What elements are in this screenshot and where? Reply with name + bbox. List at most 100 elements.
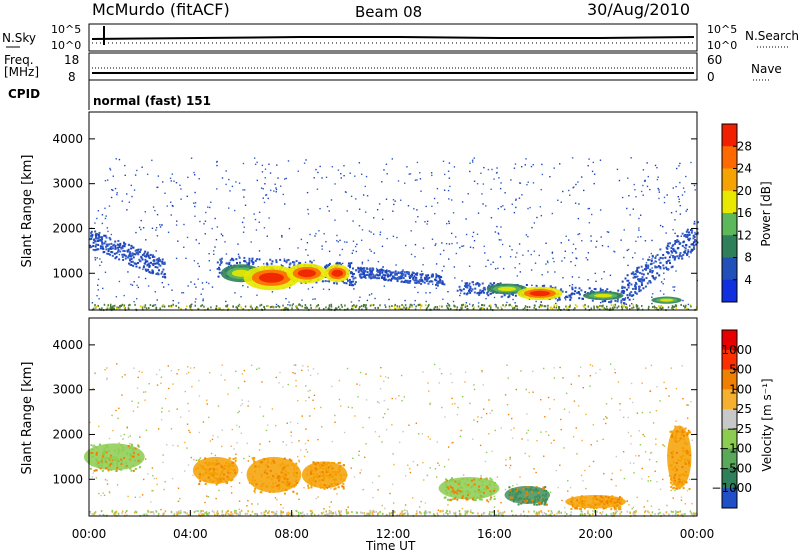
power-band-point [94,245,97,248]
power-scatter-point [159,226,162,228]
power-ground-point [623,304,626,307]
velocity-echo-point [103,449,106,452]
power-band-point [134,262,137,265]
velocity-scatter-point [581,439,583,442]
velocity-echo-point [334,487,337,490]
power-band-point [295,259,298,262]
power-band-point [481,282,484,285]
velocity-ground-point [280,511,282,514]
velocity-echo-point [517,503,520,506]
power-scatter-point [447,302,449,305]
power-band-point [554,286,557,289]
velocity-echo-point [255,483,258,486]
power-scatter-point [498,239,501,241]
power-scatter-point [339,239,341,242]
power-scatter-point [577,233,579,236]
velocity-ground-point [560,511,562,514]
velocity-scatter-point [309,374,312,377]
velocity-echo-point [321,474,324,477]
velocity-scatter-point [305,428,307,430]
velocity-colorbar-segment [722,488,737,509]
power-scatter-point [263,263,265,265]
power-band-point [635,283,638,286]
velocity-scatter-point [158,369,161,371]
power-band-point [95,243,98,246]
power-scatter-point [99,258,101,260]
power-band-point [131,260,134,263]
velocity-scatter-point [211,438,214,441]
velocity-echo-point [319,466,322,469]
power-band-point [137,251,140,254]
velocity-echo-point [545,493,548,496]
power-band-point [418,279,421,282]
power-band-point [650,259,653,262]
velocity-scatter-point [550,442,553,444]
power-band-point [435,276,438,279]
power-band-point [661,257,664,260]
velocity-scatter-point [243,457,245,460]
velocity-ground-point [545,513,547,516]
power-ground-point [524,305,527,308]
power-ground-point [111,307,114,310]
velocity-scatter-point [589,375,592,377]
power-ground-point [565,305,567,308]
power-ground-point [196,307,199,310]
power-band-point [628,282,631,285]
velocity-echo-point [278,485,281,488]
velocity-echo-point [93,444,96,447]
power-scatter-point [242,189,244,191]
power-band-point [654,266,657,269]
power-scatter-point [392,235,395,238]
velocity-echo-point [616,504,619,507]
power-band-point [410,275,413,278]
power-band-point [411,271,414,274]
power-band-point [321,280,324,283]
power-band-point [591,299,594,302]
velocity-echo-point [100,457,103,460]
velocity-scatter-point [358,454,360,456]
power-ground-point [159,307,161,310]
velocity-echo-point [324,484,327,487]
power-band-point [426,278,429,281]
velocity-echo-point [471,485,474,488]
velocity-echo-point [680,483,683,486]
velocity-scatter-point [543,367,545,370]
power-scatter-point [560,201,562,203]
velocity-scatter-point [127,436,130,438]
velocity-echo-point [131,455,134,458]
power-band-point [156,266,159,269]
power-scatter-point [216,226,219,228]
power-scatter-point [256,294,258,296]
power-scatter-point [263,227,266,229]
velocity-echo-point [331,475,334,478]
velocity-ground-point [175,511,178,514]
velocity-ground-point [268,510,270,513]
velocity-echo-point [461,495,464,498]
power-scatter-point [513,211,516,214]
velocity-ground-point [454,511,457,514]
power-scatter-point [159,224,161,226]
velocity-echo-point [253,490,256,493]
power-scatter-point [640,190,643,193]
velocity-echo-point [602,505,605,508]
velocity-ground-point [221,513,223,516]
velocity-scatter-point [404,475,407,477]
velocity-echo-point [209,468,212,471]
velocity-colorbar-segment [722,468,737,489]
velocity-scatter-point [454,402,456,405]
power-scatter-point [645,262,648,264]
velocity-scatter-point [427,436,430,438]
power-ground-point [621,307,624,310]
power-ground-point [446,306,449,309]
power-band-point [235,258,238,261]
velocity-scatter-point [636,496,638,499]
velocity-ground-point [322,511,325,514]
power-scatter-point [193,260,196,262]
velocity-ground-point [633,513,635,516]
power-band-point [358,270,361,273]
power-band-point [489,282,492,285]
velocity-scatter-point [521,438,523,440]
velocity-scatter-point [655,443,657,446]
power-band-point [634,273,637,276]
power-band-point [415,282,418,285]
